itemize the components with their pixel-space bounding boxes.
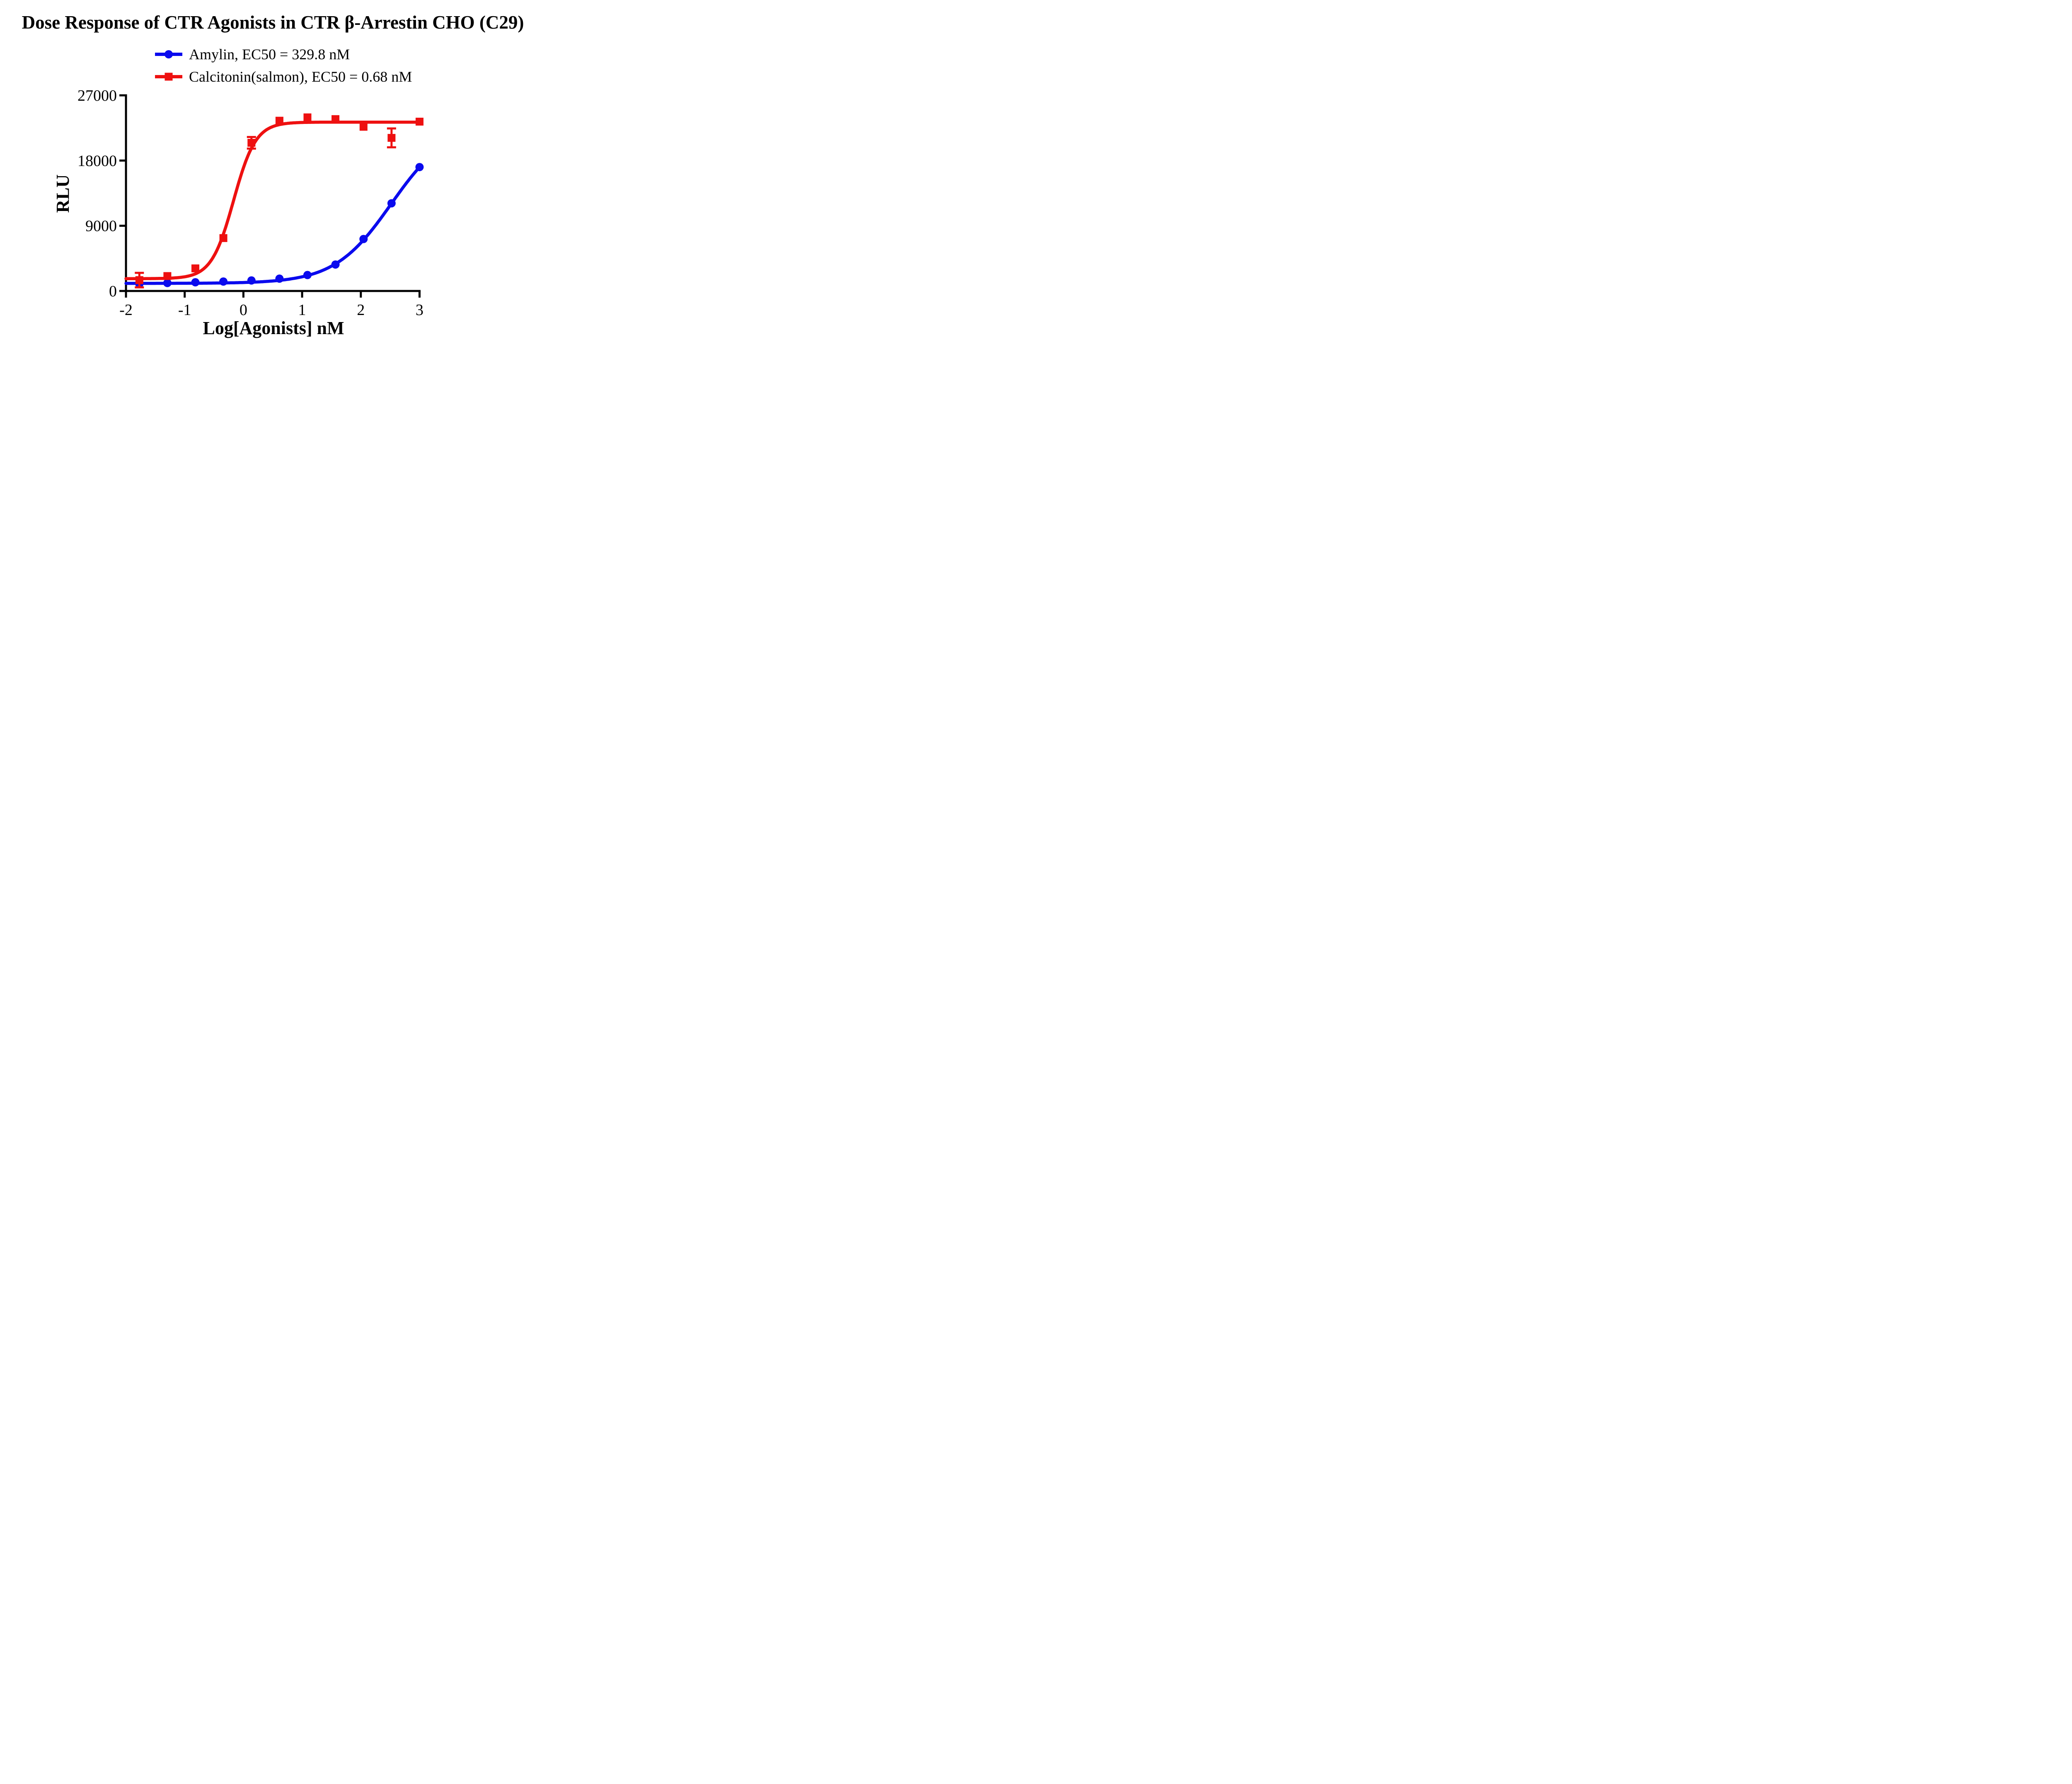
y-ticks: 0 9000 18000 27000 — [77, 87, 126, 300]
data-point-circle — [387, 199, 396, 208]
legend-label: Amylin, EC50 = 329.8 nM — [189, 46, 350, 63]
y-tick-label: 0 — [109, 283, 117, 300]
x-tick-label: -1 — [178, 301, 191, 319]
fit-curve — [124, 165, 421, 285]
data-point-square — [415, 117, 424, 126]
x-ticks: -2 -1 0 1 2 3 — [119, 291, 424, 319]
fit-curve — [124, 120, 421, 281]
data-point-circle — [163, 279, 172, 287]
chart-title: Dose Response of CTR Agonists in CTR β-A… — [22, 12, 524, 33]
x-tick-label: 3 — [416, 301, 424, 319]
series-calcitonin-salmon- — [124, 113, 424, 288]
series-amylin — [124, 163, 424, 288]
data-point-square — [219, 234, 228, 242]
legend-item-amylin: Amylin, EC50 = 329.8 nM — [155, 43, 412, 65]
legend-item-calcitonin-salmon-: Calcitonin(salmon), EC50 = 0.68 nM — [155, 65, 412, 88]
legend-marker-shape — [165, 50, 173, 58]
data-point-square — [387, 134, 396, 142]
axes — [125, 94, 421, 292]
legend-square-marker-icon — [155, 73, 182, 81]
data-point-circle — [415, 163, 424, 172]
x-tick-label: 0 — [240, 301, 247, 319]
data-point-circle — [303, 271, 312, 279]
axis-lines — [125, 94, 421, 292]
chart-legend: Amylin, EC50 = 329.8 nM Calcitonin(salmon… — [155, 43, 412, 88]
data-point-square — [303, 113, 312, 121]
data-point-circle — [331, 260, 340, 269]
y-tick-label: 27000 — [77, 87, 117, 104]
data-point-square — [275, 116, 283, 125]
x-tick-label: -2 — [119, 301, 133, 319]
dose-response-figure: Dose Response of CTR Agonists in CTR β-A… — [0, 0, 546, 357]
y-tick-label: 9000 — [85, 218, 117, 235]
data-point-circle — [275, 274, 284, 283]
data-point-square — [163, 272, 172, 280]
x-axis-title: Log[Agonists] nM — [203, 318, 344, 338]
data-point-circle — [247, 276, 256, 285]
x-tick-label: 1 — [298, 301, 306, 319]
legend-marker-shape — [165, 73, 173, 81]
data-point-square — [247, 139, 256, 147]
x-tick-label: 2 — [357, 301, 365, 319]
data-point-square — [135, 276, 143, 284]
data-point-square — [332, 115, 340, 123]
data-point-circle — [191, 278, 200, 287]
data-point-circle — [359, 235, 368, 243]
data-point-square — [359, 123, 368, 131]
data-point-circle — [219, 277, 228, 286]
legend-label: Calcitonin(salmon), EC50 = 0.68 nM — [189, 68, 412, 85]
plot-area: -2 -1 0 1 2 3 0 9000 18000 27000 — [77, 87, 424, 319]
legend-circle-marker-icon — [155, 50, 182, 58]
y-tick-label: 18000 — [77, 152, 117, 170]
y-axis-title: RLU — [53, 174, 73, 213]
data-point-square — [191, 264, 199, 272]
